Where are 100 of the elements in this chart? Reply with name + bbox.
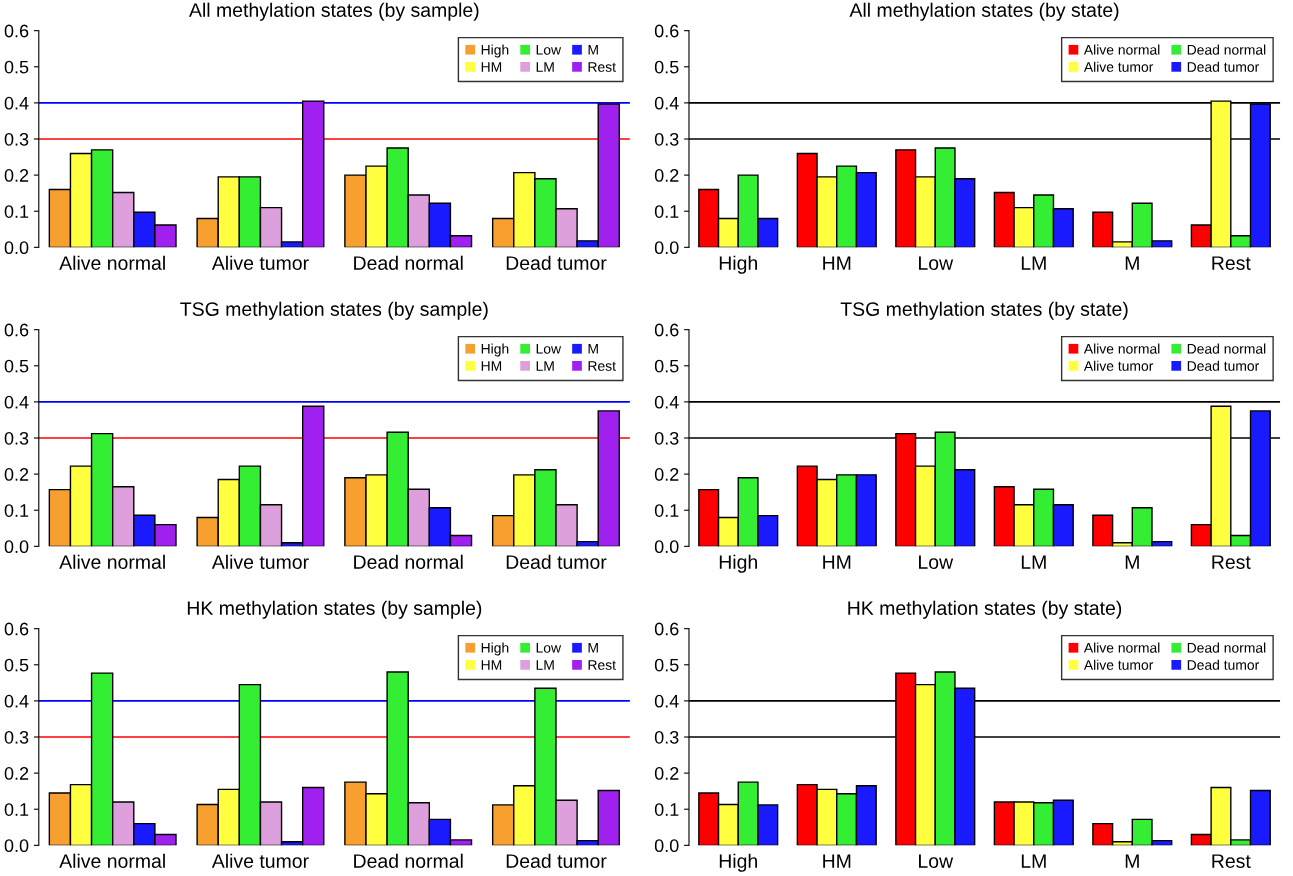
chart-title: TSG methylation states (by sample) <box>180 301 488 320</box>
y-tick-label: 0.5 <box>4 60 29 74</box>
legend-label: Alive tumor <box>1083 659 1154 670</box>
y-tick-label: 0.4 <box>654 694 679 708</box>
legend-label: Rest <box>588 660 616 670</box>
y-tick-label: 0.1 <box>654 205 679 218</box>
x-tick-label: Alive tumor <box>211 554 309 569</box>
y-tick-label: 0.5 <box>4 658 29 672</box>
x-tick-label: Alive normal <box>59 255 165 270</box>
legend-label: LM <box>536 660 554 670</box>
y-tick-label: 0.6 <box>654 24 679 38</box>
x-tick-label: High <box>719 255 757 274</box>
y-tick-label: 0.0 <box>4 839 29 853</box>
y-tick-label: 0.0 <box>4 241 29 255</box>
x-tick-label: LM <box>1021 256 1046 270</box>
x-tick-label: Dead tumor <box>506 255 607 270</box>
y-tick-label: 0.4 <box>4 694 29 708</box>
chart-title: TSG methylation states (by state) <box>840 301 1128 320</box>
x-tick-label: Dead tumor <box>506 853 607 868</box>
x-tick-label: LM <box>1021 854 1046 868</box>
y-tick-label: 0.1 <box>4 205 29 218</box>
x-tick-label: Dead normal <box>354 255 463 270</box>
x-tick-label: Dead tumor <box>506 554 607 569</box>
chart-title: All methylation states (by state) <box>849 2 1119 21</box>
y-tick-label: 0.1 <box>654 504 679 517</box>
y-tick-label: 0.4 <box>4 395 29 409</box>
y-tick-label: 0.6 <box>4 622 29 636</box>
y-tick-label: 0.4 <box>654 96 679 110</box>
x-tick-label: Low <box>919 555 954 569</box>
legend-label: Dead normal <box>1187 343 1266 354</box>
y-tick-label: 0.5 <box>654 60 679 74</box>
x-tick-label: M <box>1125 555 1139 569</box>
x-tick-label: Dead normal <box>354 853 463 868</box>
legend-label: High <box>481 343 509 357</box>
legend-label: Dead tumor <box>1187 360 1260 371</box>
x-tick-label: Alive normal <box>59 853 165 868</box>
y-tick-label: 0.2 <box>654 767 679 780</box>
y-tick-label: 0.0 <box>654 241 679 255</box>
y-tick-label: 0.5 <box>4 359 29 373</box>
legend-label: Low <box>536 643 562 653</box>
y-tick-label: 0.1 <box>4 504 29 517</box>
legend-label: Alive normal <box>1083 642 1160 653</box>
chart-title: HK methylation states (by state) <box>848 600 1122 619</box>
x-tick-label: HM <box>823 555 851 569</box>
y-tick-label: 0.3 <box>654 132 679 146</box>
y-tick-label: 0.0 <box>654 540 679 554</box>
legend-label: Low <box>536 45 562 55</box>
y-tick-label: 0.3 <box>4 730 29 744</box>
legend-label: Dead normal <box>1187 642 1266 653</box>
x-tick-label: Alive tumor <box>211 853 309 868</box>
legend-label: Dead normal <box>1187 44 1266 55</box>
x-tick-label: HM <box>823 854 851 868</box>
legend-label: M <box>588 45 598 55</box>
legend-label: Alive tumor <box>1083 61 1154 72</box>
y-tick-label: 0.2 <box>654 468 679 481</box>
x-tick-label: Low <box>919 256 954 270</box>
y-tick-label: 0.2 <box>4 468 29 481</box>
y-tick-label: 0.4 <box>654 395 679 409</box>
y-tick-label: 0.3 <box>654 730 679 744</box>
y-tick-label: 0.1 <box>4 803 29 816</box>
y-tick-label: 0.2 <box>654 169 679 182</box>
y-tick-label: 0.5 <box>654 658 679 672</box>
y-tick-label: 0.6 <box>654 323 679 337</box>
legend-label: Rest <box>588 361 616 371</box>
chart-title: HK methylation states (by sample) <box>187 600 482 619</box>
x-tick-label: Alive normal <box>59 554 165 569</box>
legend-label: Dead tumor <box>1187 659 1260 670</box>
y-tick-label: 0.3 <box>4 132 29 146</box>
y-tick-label: 0.6 <box>4 24 29 38</box>
x-tick-label: HM <box>823 256 851 270</box>
legend-label: HM <box>481 62 502 72</box>
x-tick-label: Rest <box>1212 854 1251 868</box>
legend-label: High <box>481 642 509 656</box>
x-tick-label: High <box>719 853 757 872</box>
x-tick-label: Rest <box>1212 555 1251 569</box>
y-tick-label: 0.0 <box>654 839 679 853</box>
y-tick-label: 0.2 <box>4 169 29 182</box>
x-tick-label: Rest <box>1212 256 1251 270</box>
y-tick-label: 0.1 <box>654 803 679 816</box>
y-tick-label: 0.6 <box>4 323 29 337</box>
legend-label: Rest <box>588 62 616 72</box>
x-tick-label: Dead normal <box>354 554 463 569</box>
x-tick-label: M <box>1125 256 1139 270</box>
y-tick-label: 0.3 <box>654 431 679 445</box>
y-tick-label: 0.6 <box>654 622 679 636</box>
legend-label: HM <box>481 361 502 371</box>
legend-label: Alive normal <box>1083 343 1160 354</box>
legend-label: HM <box>481 660 502 670</box>
x-tick-label: M <box>1125 854 1139 868</box>
legend-label: High <box>481 44 509 58</box>
legend-label: Low <box>536 344 562 354</box>
x-tick-label: Low <box>919 854 954 868</box>
y-tick-label: 0.4 <box>4 96 29 110</box>
legend-label: M <box>588 643 598 653</box>
legend-label: M <box>588 344 598 354</box>
legend-label: Alive normal <box>1083 44 1160 55</box>
x-tick-label: Alive tumor <box>211 255 309 270</box>
chart-title: All methylation states (by sample) <box>189 2 479 21</box>
legend-label: LM <box>536 62 554 72</box>
x-tick-label: High <box>719 554 757 573</box>
